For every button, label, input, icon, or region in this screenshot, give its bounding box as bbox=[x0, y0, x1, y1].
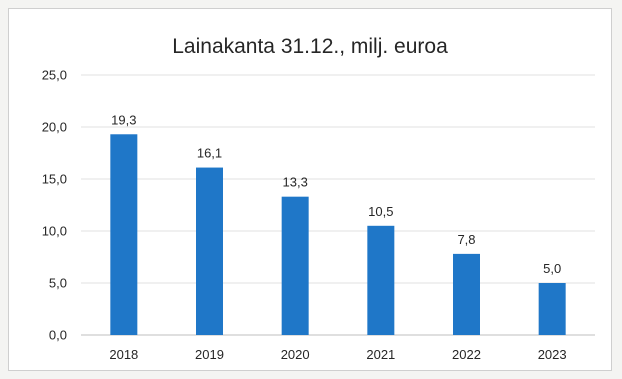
y-tick-label: 0,0 bbox=[49, 328, 67, 343]
data-label-2018: 19,3 bbox=[111, 112, 136, 127]
bar-2023 bbox=[538, 283, 566, 335]
y-tick-label: 15,0 bbox=[42, 172, 67, 187]
bar-2022 bbox=[453, 253, 480, 335]
data-label-2020: 13,3 bbox=[283, 175, 308, 190]
data-label-2022: 7,8 bbox=[457, 232, 475, 247]
bar-2018 bbox=[110, 134, 138, 335]
x-tick-label: 2023 bbox=[538, 347, 567, 362]
bar-2021 bbox=[367, 225, 395, 335]
y-tick-label: 5,0 bbox=[49, 276, 67, 291]
x-tick-label: 2018 bbox=[109, 347, 138, 362]
x-tick-label: 2022 bbox=[452, 347, 481, 362]
bar-2019 bbox=[196, 167, 223, 335]
x-tick-label: 2021 bbox=[366, 347, 395, 362]
bar-chart: 0,0 5,0 10,0 15,0 20,0 25,0 19,3 2018 16,1 2019 13… bbox=[42, 68, 595, 362]
x-tick-label: 2020 bbox=[281, 347, 310, 362]
y-tick-label: 20,0 bbox=[42, 120, 67, 135]
chart-frame: 0,0 5,0 10,0 15,0 20,0 25,0 19,3 2018 16,1 2019 13… bbox=[8, 8, 612, 371]
chart-title: Lainakanta 31.12., milj. euroa bbox=[172, 35, 448, 58]
y-tick-label: 10,0 bbox=[42, 224, 67, 239]
data-label-2019: 16,1 bbox=[197, 146, 222, 161]
bar-2020 bbox=[281, 196, 309, 335]
data-label-2021: 10,5 bbox=[368, 204, 393, 219]
x-tick-label: 2019 bbox=[195, 347, 224, 362]
y-tick-label: 25,0 bbox=[42, 68, 67, 83]
data-label-2023: 5,0 bbox=[543, 261, 561, 276]
